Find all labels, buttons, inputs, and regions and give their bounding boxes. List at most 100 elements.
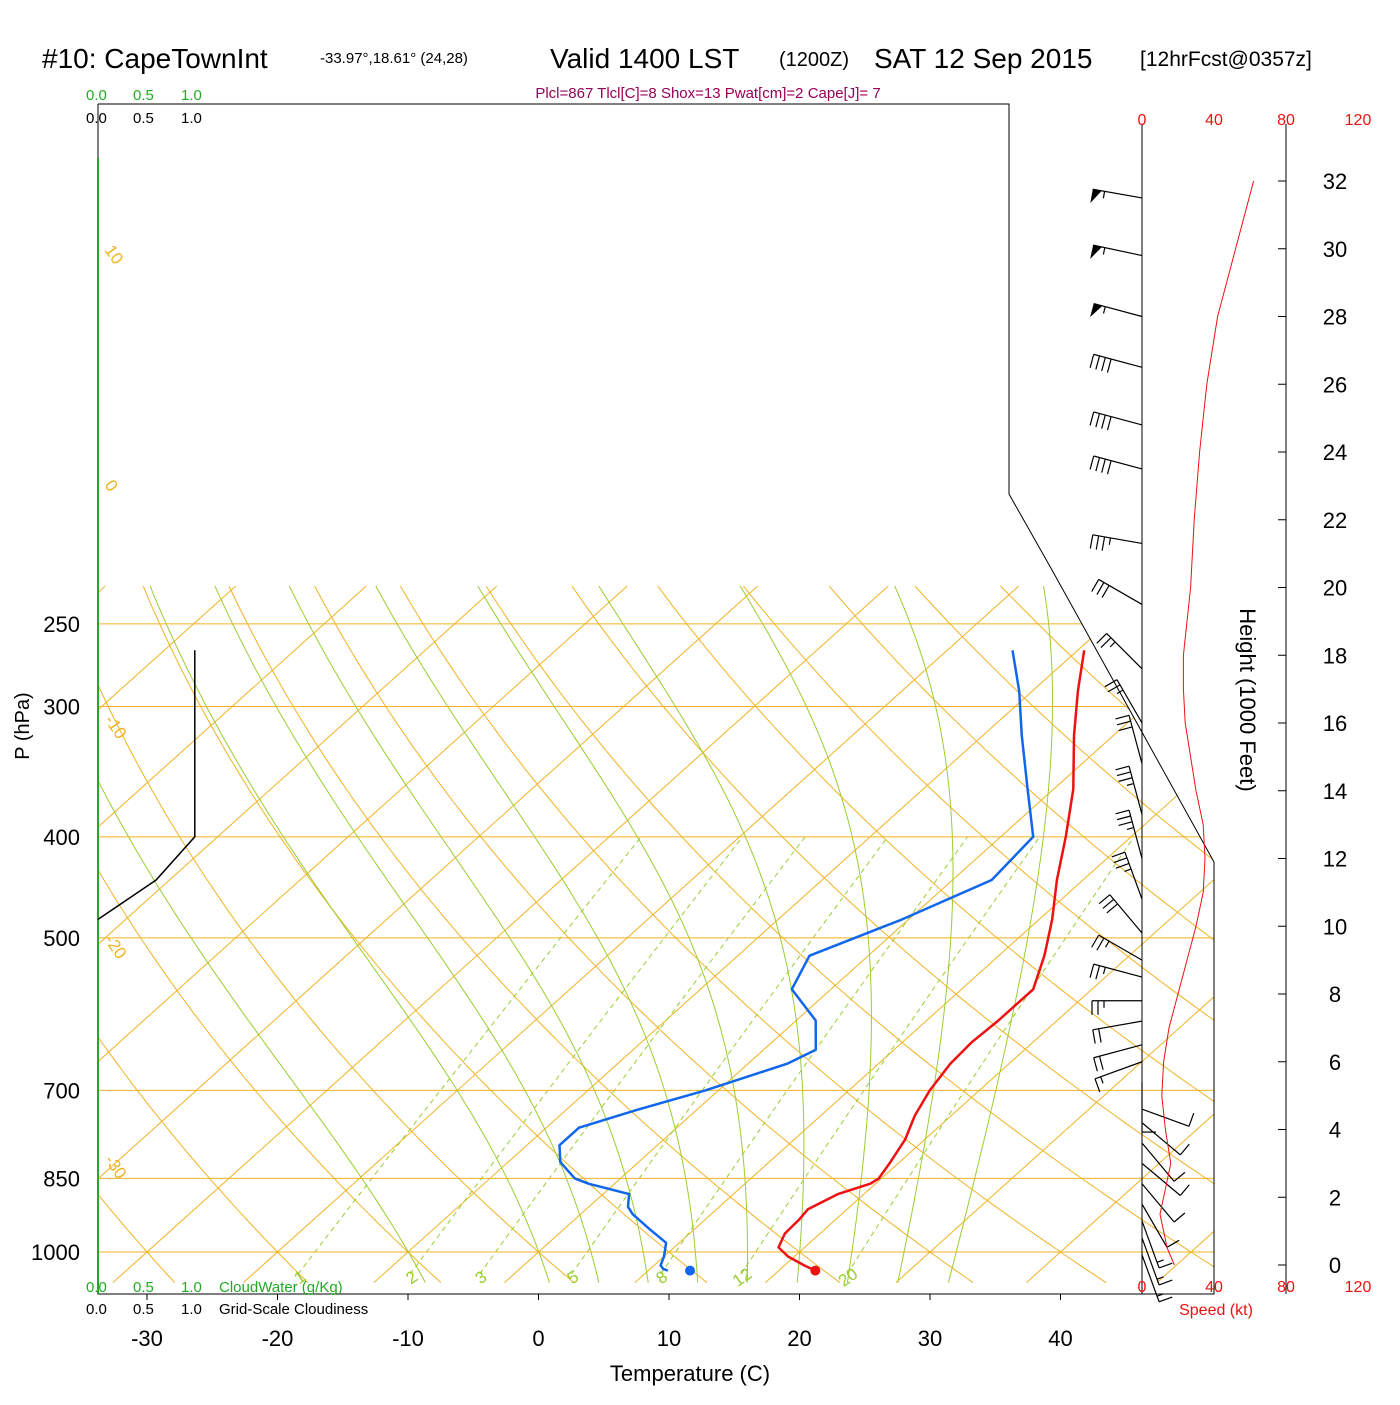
cloudiness-label: Grid-Scale Cloudiness: [219, 1301, 368, 1318]
wind-barb-staff: [1142, 1143, 1174, 1181]
height-tick-label: 24: [1323, 440, 1347, 465]
mixing-ratio-label: 5: [564, 1267, 583, 1288]
wind-barb-staff: [1142, 1204, 1167, 1247]
pressure-tick-label: 300: [43, 694, 80, 719]
mixing-ratio-line: [741, 837, 1040, 1274]
wind-barb-feather: [1174, 1172, 1185, 1181]
wind-barb-feather: [1090, 354, 1094, 368]
wind-barb-feather: [1159, 1263, 1172, 1268]
wind-barb: [1116, 715, 1142, 763]
pressure-tick-label: 250: [43, 612, 80, 637]
wind-barb-staff: [1129, 810, 1142, 858]
cloudiness-tick: 1.0: [181, 1301, 202, 1318]
wind-barb: [1112, 852, 1142, 899]
cloudwater-scale-top: 0.0 0.5 1.0: [86, 87, 202, 104]
speed-tick: 0: [1138, 112, 1147, 129]
wind-barb-half-feather: [1103, 191, 1104, 198]
wind-barb-feather: [1090, 456, 1094, 470]
cloud-cover-profile: [98, 650, 195, 919]
dry-adiabat-label: 10: [101, 241, 127, 267]
wind-barb-staff: [1129, 715, 1142, 763]
wind-barb-feather: [1116, 863, 1129, 868]
cloudiness-scale-top: 0.0 0.5 1.0: [86, 110, 202, 127]
wind-barb-feather: [1119, 778, 1133, 782]
height-tick-label: 8: [1329, 982, 1341, 1007]
cloudiness-scale-bottom: 0.0 0.5 1.0 Grid-Scale Cloudiness: [86, 1301, 368, 1318]
temperature-tick-label: 20: [787, 1326, 811, 1351]
speed-tick: 120: [1345, 1279, 1372, 1296]
height-axis-label: Height (1000 Feet): [1235, 608, 1260, 791]
cloudiness-line: [98, 650, 195, 919]
station-coords: -33.97°,18.61° (24,28): [320, 50, 468, 67]
speed-tick: 80: [1277, 112, 1295, 129]
wind-barb-staff: [1093, 189, 1142, 198]
valid-date: SAT 12 Sep 2015: [874, 43, 1092, 74]
wind-barb: [1142, 1109, 1194, 1126]
height-tick-label: 2: [1329, 1185, 1341, 1210]
dewpoint-start-dot: [685, 1266, 695, 1276]
wind-barb-staff: [1110, 895, 1142, 933]
wind-barb: [1099, 895, 1142, 933]
wind-barb-feather: [1097, 633, 1107, 643]
height-tick-label: 30: [1323, 237, 1347, 262]
wind-barb-feather: [1116, 810, 1130, 814]
speed-tick: 40: [1205, 1279, 1223, 1296]
height-tick-label: 16: [1323, 711, 1347, 736]
wind-barb-half-feather: [1103, 307, 1105, 314]
height-tick-label: 28: [1323, 305, 1347, 330]
mixing-ratio-label: 8: [653, 1267, 672, 1288]
dry-adiabat-label: 0: [101, 476, 122, 495]
wind-barb-half-feather: [1157, 1260, 1164, 1262]
wind-barb-feather: [1159, 1297, 1172, 1302]
cloudiness-tick: 0.5: [133, 110, 154, 127]
temperature-start-dot: [810, 1266, 820, 1276]
temperature-tick-label: 10: [657, 1326, 681, 1351]
dry-adiabat-label: -10: [101, 711, 131, 742]
wind-barb-feather: [1096, 414, 1100, 428]
dry-adiabat-label: -30: [101, 1151, 131, 1182]
wind-barb-feather: [1107, 904, 1118, 913]
y-axis-label: P (hPa): [12, 692, 34, 759]
mixing-ratio-line: [480, 837, 806, 1274]
pressure-tick-label: 1000: [31, 1240, 80, 1265]
forecast-tag: [12hrFcst@0357z]: [1140, 48, 1312, 71]
wind-barb-feather: [1092, 935, 1099, 947]
cloudwater-tick: 1.0: [181, 1279, 202, 1296]
dry-adiabat-line: [0, 586, 42, 1283]
cloudwater-tick: 0.5: [133, 1279, 154, 1296]
wind-barb-half-feather: [1101, 1077, 1103, 1084]
wind-barb: [1090, 354, 1142, 372]
wind-barb-feather: [1114, 858, 1127, 863]
wind-barb-feather: [1097, 938, 1104, 950]
cloudwater-tick: 0.0: [86, 87, 107, 104]
pressure-tick-label: 850: [43, 1166, 80, 1191]
wind-barb-feather: [1090, 535, 1092, 549]
wind-barb-feather: [1103, 899, 1114, 908]
isotherm-label: 10: [1045, 501, 1080, 536]
wind-barb: [1142, 1221, 1172, 1268]
wind-barb-feather: [1117, 772, 1131, 776]
temperature-tick-label: 30: [918, 1326, 942, 1351]
mixing-ratio-line: [298, 837, 641, 1274]
wind-barb: [1116, 766, 1142, 814]
wind-barb-feather: [1090, 412, 1094, 426]
wind-barb-staff: [1094, 456, 1142, 469]
speed-tick: 0: [1138, 1279, 1147, 1296]
cloudwater-label: CloudWater (g/Kg): [219, 1279, 343, 1296]
pressure-tick-label: 500: [43, 926, 80, 951]
wind-barb: [1142, 1143, 1185, 1181]
wind-barb-feather: [1180, 1144, 1189, 1155]
wind-barb-half-feather: [1127, 828, 1134, 830]
wind-barb-feather: [1093, 1030, 1095, 1044]
wind-barb-half-feather: [1103, 967, 1105, 974]
wind-barb-feather: [1174, 1213, 1185, 1222]
cloudiness-tick: 1.0: [181, 110, 202, 127]
chart-title: #10: CapeTownInt -33.97°,18.61° (24,28) …: [42, 43, 1312, 102]
wind-barb-feather: [1101, 638, 1111, 648]
valid-zulu: (1200Z): [779, 49, 849, 71]
height-tick-label: 32: [1323, 169, 1347, 194]
wind-barb: [1090, 304, 1142, 318]
mixing-ratio-lines: [298, 837, 1134, 1274]
